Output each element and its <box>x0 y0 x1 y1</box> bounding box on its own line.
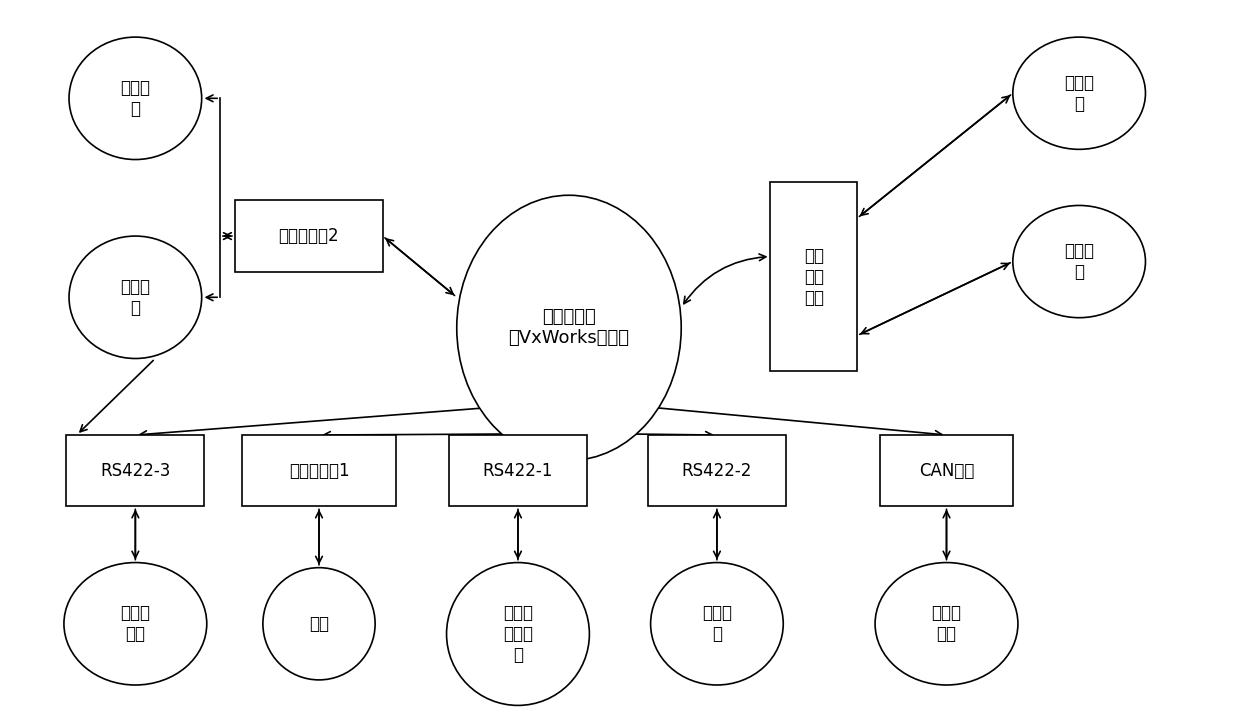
Ellipse shape <box>446 563 589 706</box>
FancyBboxPatch shape <box>67 435 205 506</box>
Text: 定瞄计算机
（VxWorks系统）: 定瞄计算机 （VxWorks系统） <box>508 308 630 347</box>
Ellipse shape <box>456 195 681 460</box>
Text: RS422-1: RS422-1 <box>482 462 553 480</box>
FancyBboxPatch shape <box>649 435 786 506</box>
Text: 三测量
头瞄准
仪: 三测量 头瞄准 仪 <box>503 604 533 664</box>
Ellipse shape <box>69 236 202 358</box>
FancyBboxPatch shape <box>243 435 396 506</box>
Ellipse shape <box>875 563 1018 685</box>
Text: 硬盘
文件
管理: 硬盘 文件 管理 <box>804 247 823 307</box>
Ellipse shape <box>64 563 207 685</box>
Ellipse shape <box>263 568 376 680</box>
Text: 惯组: 惯组 <box>309 614 329 633</box>
Text: 指控单
元: 指控单 元 <box>120 79 150 118</box>
Ellipse shape <box>651 563 784 685</box>
Text: 以太网接口1: 以太网接口1 <box>289 462 350 480</box>
Text: RS422-2: RS422-2 <box>682 462 753 480</box>
Text: CAN接口: CAN接口 <box>919 462 975 480</box>
Text: 数据记
录仪: 数据记 录仪 <box>931 604 961 643</box>
Text: RS422-3: RS422-3 <box>100 462 171 480</box>
Text: 测试上
位机: 测试上 位机 <box>120 604 150 643</box>
Text: 以太网接口2: 以太网接口2 <box>279 227 339 245</box>
Text: 参数文
件: 参数文 件 <box>1064 74 1094 113</box>
FancyBboxPatch shape <box>880 435 1013 506</box>
Text: 卫星设
备: 卫星设 备 <box>702 604 732 643</box>
FancyBboxPatch shape <box>234 200 383 272</box>
Ellipse shape <box>1013 206 1146 318</box>
FancyBboxPatch shape <box>449 435 587 506</box>
FancyBboxPatch shape <box>770 183 857 371</box>
Text: 数据文
件: 数据文 件 <box>1064 242 1094 281</box>
Ellipse shape <box>1013 37 1146 149</box>
Text: 发控单
元: 发控单 元 <box>120 278 150 317</box>
Ellipse shape <box>69 37 202 160</box>
